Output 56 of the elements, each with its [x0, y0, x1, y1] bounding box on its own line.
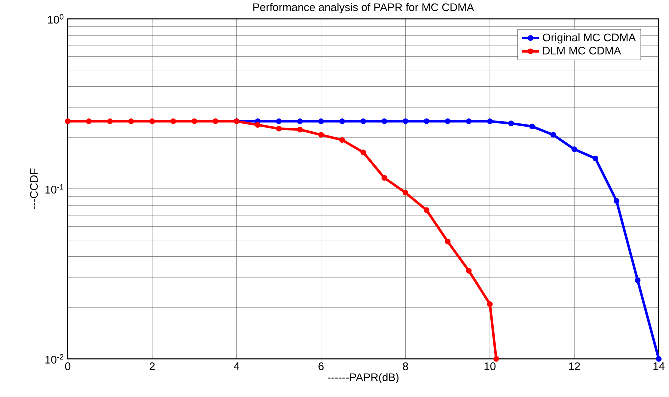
x-tick-label: 0: [65, 362, 71, 370]
point: [656, 356, 662, 362]
point: [318, 118, 324, 124]
point: [445, 238, 451, 245]
point: [255, 122, 261, 128]
point: [276, 126, 282, 132]
point: [466, 268, 472, 274]
point: [382, 175, 388, 181]
point: [360, 150, 366, 156]
x-tick-label: 8: [403, 362, 408, 370]
y-tick-label: 10$^{-1}$: [46, 184, 64, 194]
y-tick-label: 10$^{-2}$: [46, 354, 64, 364]
point: [192, 118, 198, 124]
x-tick-label: 10: [484, 362, 496, 370]
point: [318, 132, 324, 138]
point: [424, 207, 430, 214]
point: [445, 118, 451, 124]
point: [297, 127, 304, 133]
x-axis-title: ------PAPR(dB): [328, 373, 399, 384]
x-tick-label: 4: [234, 362, 240, 370]
point: [107, 118, 114, 124]
x-tick-label: 2: [150, 362, 155, 370]
point: [487, 301, 493, 308]
point: [402, 190, 409, 196]
point: [550, 132, 556, 138]
point: [360, 118, 366, 124]
point: [128, 118, 134, 124]
point: [530, 124, 536, 130]
point: [297, 118, 304, 124]
y-axis-title: ---CCDF: [30, 168, 38, 210]
point: [170, 118, 176, 124]
point: [508, 120, 514, 126]
y-tick-label: 10$^{0}$: [48, 14, 64, 24]
x-tick-label: 12: [569, 362, 580, 370]
x-tick-label: 6: [318, 362, 324, 370]
point: [402, 118, 409, 124]
point: [487, 118, 493, 124]
point: [424, 118, 430, 124]
point: [635, 278, 641, 284]
point: [150, 118, 156, 124]
point: [572, 146, 578, 152]
point: [212, 118, 219, 124]
point: [466, 118, 472, 124]
legend-label: Original MC CDMA: [543, 33, 636, 44]
legend-label: DLM MC CDMA: [543, 46, 622, 55]
x-tick-label: 14: [654, 362, 665, 370]
point: [86, 118, 92, 124]
point: [340, 137, 346, 144]
point: [592, 156, 599, 162]
chart-title: Performance analysis of PAPR for MC CDMA: [254, 3, 474, 14]
point: [614, 198, 620, 204]
point: [382, 118, 388, 124]
point: [276, 118, 282, 124]
point: [340, 118, 346, 124]
point: [494, 356, 500, 362]
point: [65, 118, 71, 124]
